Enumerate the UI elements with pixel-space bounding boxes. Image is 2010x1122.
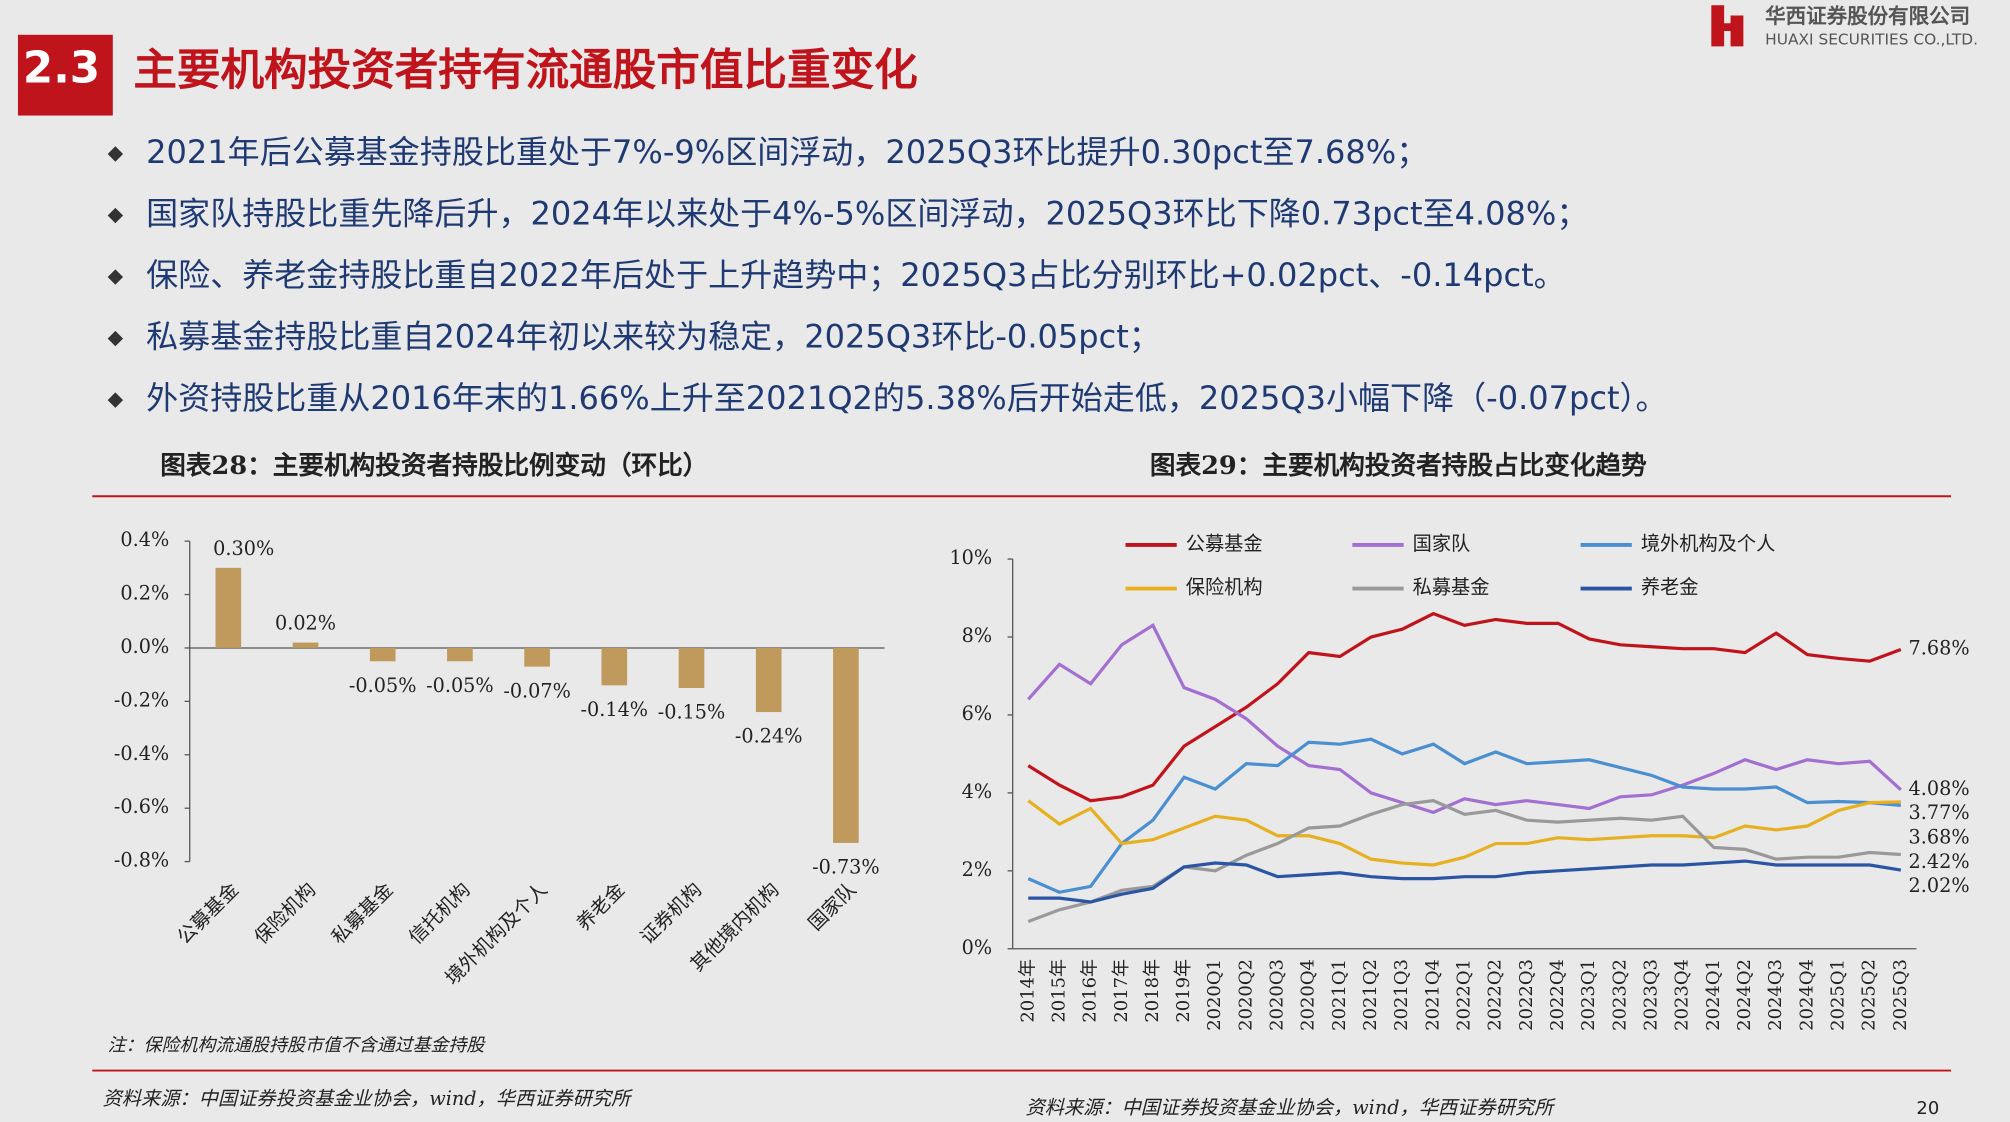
x-tick-label: 2020Q3 xyxy=(1267,959,1288,1031)
x-tick-label: 2016年 xyxy=(1080,959,1101,1023)
bullet-marker xyxy=(107,330,124,347)
series-line xyxy=(1028,859,1902,904)
x-tick-label: 2023Q3 xyxy=(1641,959,1662,1031)
series-line xyxy=(1027,623,1902,815)
value-label: -0.24% xyxy=(735,725,803,748)
y-tick-label: -0.2% xyxy=(114,688,169,711)
value-label: 0.30% xyxy=(213,537,274,560)
x-tick-label: 2023Q4 xyxy=(1672,959,1693,1031)
x-tick-label: 2022Q3 xyxy=(1516,959,1537,1031)
x-tick-label: 2014年 xyxy=(1017,959,1038,1023)
x-tick-label: 2022Q2 xyxy=(1485,959,1506,1031)
legend-label: 养老金 xyxy=(1641,576,1699,599)
x-tick-label: 2023Q2 xyxy=(1609,959,1630,1031)
series-line xyxy=(1027,799,1901,867)
y-tick-label: 4% xyxy=(962,780,993,803)
y-tick-label: -0.8% xyxy=(114,849,169,872)
logo-icon xyxy=(1711,5,1744,47)
x-tick-label: 2019年 xyxy=(1173,959,1194,1023)
bar xyxy=(215,567,242,648)
legend-label: 私募基金 xyxy=(1413,576,1490,599)
bullet-text: 外资持股比重从2016年末的1.66%上升至2021Q2的5.38%后开始走低，… xyxy=(146,379,1667,417)
y-tick-label: 6% xyxy=(962,702,993,725)
x-tick-label: 2021Q1 xyxy=(1329,959,1350,1031)
bullet-text: 保险、养老金持股比重自2022年后处于上升趋势中；2025Q3占比分别环比+0.… xyxy=(146,256,1566,294)
x-tick-label: 2021Q4 xyxy=(1422,959,1443,1031)
bullet-marker xyxy=(107,207,124,224)
x-tick-label: 2018年 xyxy=(1142,959,1163,1023)
x-tick-label: 2023Q1 xyxy=(1578,959,1599,1031)
series-line xyxy=(1027,737,1901,894)
bar xyxy=(524,647,550,667)
bullet-marker xyxy=(107,392,124,408)
bar xyxy=(833,647,859,843)
x-tick-label: 2017年 xyxy=(1111,959,1132,1023)
x-tick-label: 2025Q2 xyxy=(1859,959,1880,1031)
value-label: -0.14% xyxy=(581,698,649,721)
end-label: 2.42% xyxy=(1909,850,1970,873)
y-tick-label: 0.0% xyxy=(120,635,169,658)
end-label: 2.02% xyxy=(1909,874,1970,897)
x-tick-label: 2024Q4 xyxy=(1796,959,1817,1031)
legend-label: 国家队 xyxy=(1413,532,1471,555)
bar xyxy=(601,647,628,686)
legend-label: 公募基金 xyxy=(1186,532,1263,555)
end-label: 4.08% xyxy=(1909,777,1970,800)
x-tick-label: 2020Q4 xyxy=(1298,959,1319,1031)
x-tick-label: 2024Q1 xyxy=(1703,959,1724,1031)
x-tick-label: 2022Q4 xyxy=(1547,959,1568,1031)
y-tick-label: -0.6% xyxy=(114,795,169,818)
x-tick-label: 2025Q1 xyxy=(1828,959,1849,1031)
x-tick-label: 2024Q3 xyxy=(1765,959,1786,1031)
y-tick-label: 0% xyxy=(962,936,993,959)
bar xyxy=(292,642,319,648)
value-label: -0.73% xyxy=(812,856,880,879)
slide-title: 主要机构投资者持有流通股市值比重变化 xyxy=(133,46,917,96)
legend-label: 保险机构 xyxy=(1186,576,1263,599)
x-tick-label: 2025Q3 xyxy=(1890,959,1911,1031)
bullet-text: 2021年后公募基金持股比重处于7%-9%区间浮动，2025Q3环比提升0.30… xyxy=(146,133,1428,171)
section-badge xyxy=(17,34,113,116)
source: 资料来源：中国证券投资基金业协会，wind，华西证券研究所 xyxy=(1026,1096,1557,1119)
end-label: 3.68% xyxy=(1909,825,1970,848)
end-label: 7.68% xyxy=(1909,636,1970,659)
x-tick-label: 2020Q1 xyxy=(1204,959,1225,1031)
bar xyxy=(755,647,782,713)
x-tick-label: 2020Q2 xyxy=(1235,959,1256,1031)
series-line xyxy=(1027,611,1902,803)
legend-label: 境外机构及个人 xyxy=(1641,532,1776,555)
x-tick-label: 2024Q2 xyxy=(1734,959,1755,1031)
page-number: 20 xyxy=(1916,1098,1939,1119)
bullet-text: 国家队持股比重先降后升，2024年以来处于4%-5%区间浮动，2025Q3环比下… xyxy=(146,195,1588,233)
y-tick-label: -0.4% xyxy=(114,742,169,765)
x-tick-label: 2021Q3 xyxy=(1391,959,1412,1031)
y-tick-label: 0.2% xyxy=(120,582,169,605)
bar xyxy=(369,647,396,662)
note: 注：保险机构流通股持股市值不含通过基金持股 xyxy=(108,1035,487,1056)
value-label: -0.05% xyxy=(349,674,417,697)
value-label: -0.05% xyxy=(426,674,494,697)
y-tick-label: 8% xyxy=(962,624,993,647)
company-name-en: HUAXI SECURITIES CO.,LTD. xyxy=(1765,30,1978,48)
bar xyxy=(678,647,705,689)
chart-title: 图表29：主要机构投资者持股占比变化趋势 xyxy=(1150,450,1647,481)
y-tick-label: 2% xyxy=(962,858,993,881)
x-tick-label: 2015年 xyxy=(1048,959,1069,1023)
bullet-text: 私募基金持股比重自2024年初以来较为稳定，2025Q3环比-0.05pct； xyxy=(146,318,1161,356)
x-tick-label: 2022Q1 xyxy=(1454,959,1475,1031)
chart-title: 图表28：主要机构投资者持股比例变动（环比） xyxy=(160,450,708,481)
y-tick-label: 10% xyxy=(949,546,992,569)
y-tick-label: 0.4% xyxy=(120,528,169,551)
source: 资料来源：中国证券投资基金业协会，wind，华西证券研究所 xyxy=(103,1087,634,1110)
end-label: 3.77% xyxy=(1909,801,1970,824)
section-number: 2.3 xyxy=(23,44,100,94)
value-label: -0.15% xyxy=(658,701,726,724)
value-label: -0.07% xyxy=(503,679,571,702)
x-tick-label: 2021Q2 xyxy=(1360,959,1381,1031)
company-name: 华西证券股份有限公司 xyxy=(1765,4,1970,28)
value-label: 0.02% xyxy=(275,612,336,635)
bar xyxy=(447,647,473,662)
